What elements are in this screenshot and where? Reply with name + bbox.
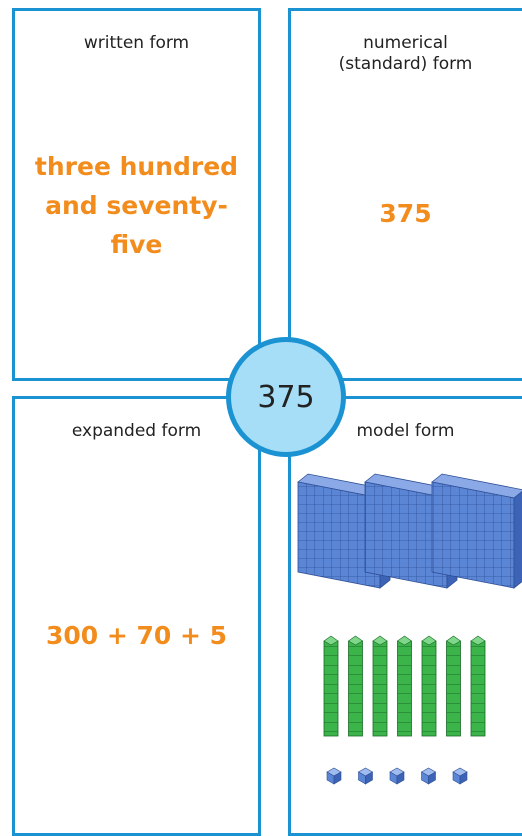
page: written form three hundred and seventy-f… <box>0 0 522 817</box>
rod <box>447 641 461 736</box>
flat-front <box>432 482 514 588</box>
rod <box>471 641 485 736</box>
flat-side <box>514 490 522 588</box>
rod <box>349 641 363 736</box>
center-number: 375 <box>226 337 346 457</box>
rod <box>398 641 412 736</box>
rod <box>324 641 338 736</box>
rod <box>373 641 387 736</box>
rod <box>422 641 436 736</box>
